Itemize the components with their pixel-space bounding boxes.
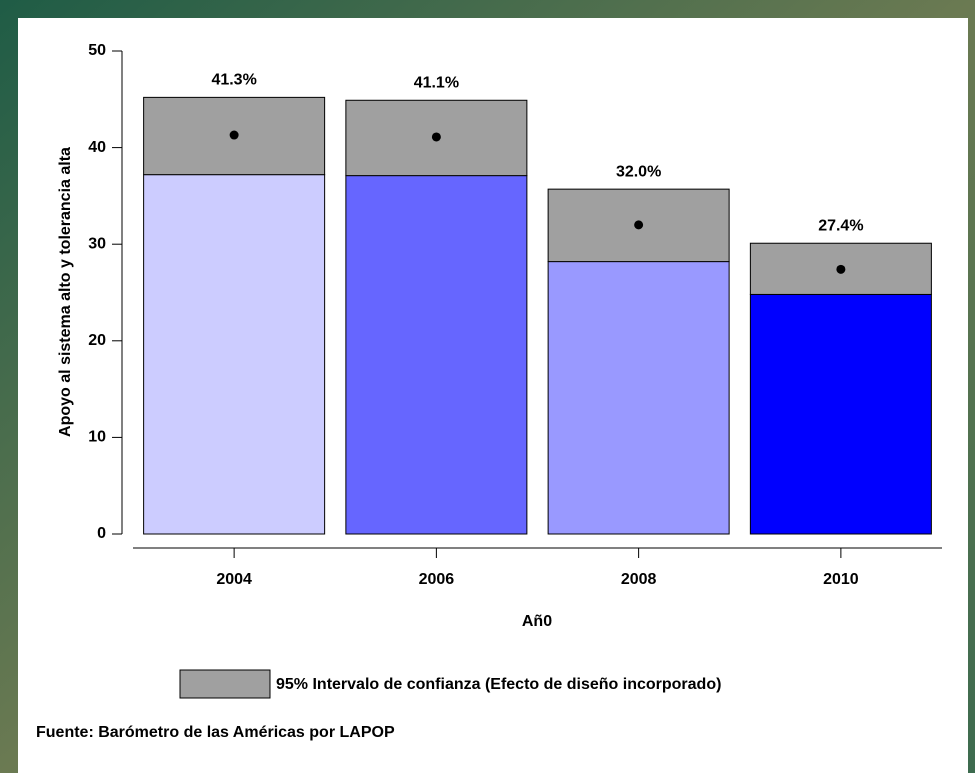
bar [345,175,528,535]
value-label: 32.0% [616,163,661,180]
y-tick-label: 30 [88,235,106,252]
bar [143,174,326,535]
y-tick-label: 10 [88,429,106,446]
x-tick-label: 2010 [823,571,859,588]
x-axis-title: Añ0 [522,613,552,630]
bar [547,261,730,535]
x-tick-label: 2006 [419,571,455,588]
y-tick-label: 40 [88,139,106,156]
y-tick-label: 20 [88,332,106,349]
bar [749,293,932,535]
x-tick-label: 2004 [216,571,252,588]
value-label: 41.3% [211,72,256,89]
value-label: 27.4% [818,217,863,234]
y-axis-title: Apoyo al sistema alto y tolerancia alta [57,147,74,437]
x-tick-label: 2008 [621,571,657,588]
point-estimate [836,264,846,274]
point-estimate [634,220,644,230]
value-label: 41.1% [414,74,459,91]
source-note: Fuente: Barómetro de las Américas por LA… [36,724,395,741]
point-estimate [431,132,441,142]
y-tick-label: 0 [97,525,106,542]
legend-label: 95% Intervalo de confianza (Efecto de di… [276,676,721,693]
point-estimate [229,130,239,140]
y-tick-label: 50 [88,42,106,59]
legend-swatch [179,669,271,699]
